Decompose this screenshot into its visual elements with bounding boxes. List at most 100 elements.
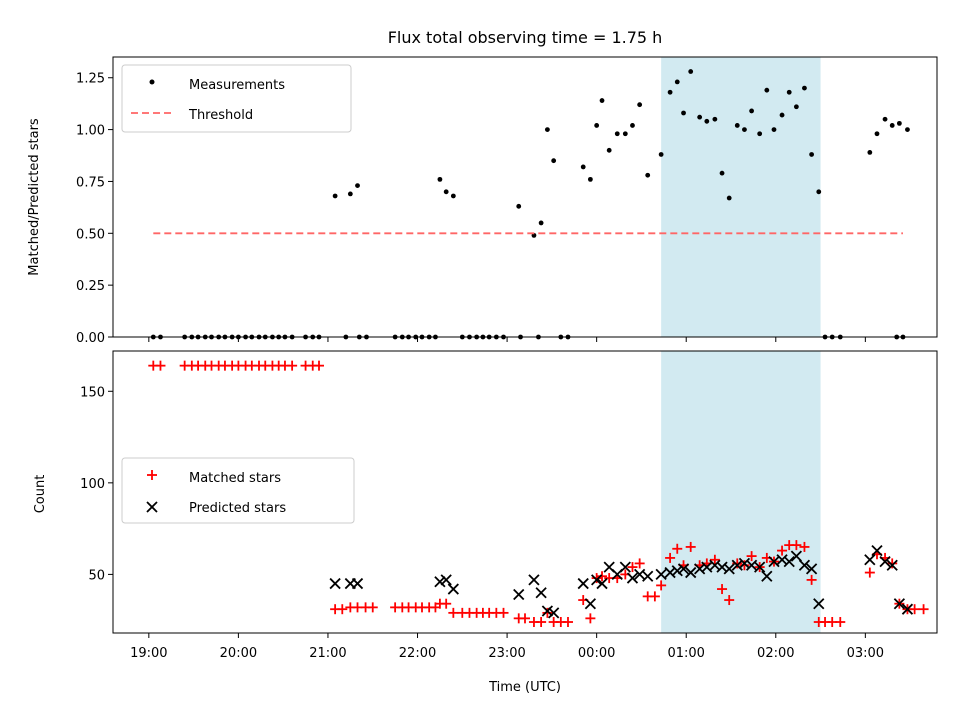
measurement-point [538, 220, 544, 226]
legend-measurements-label: Measurements [189, 78, 285, 93]
measurement-point [742, 127, 747, 132]
predicted-star-point [783, 555, 795, 568]
measurement-point [726, 195, 732, 201]
measurement-point [867, 150, 873, 155]
x-tick-label: 21:00 [309, 646, 346, 661]
predicted-star-point [513, 588, 525, 601]
predicted-star-point [584, 598, 597, 610]
measurement-point [757, 131, 763, 137]
matched-star-point [597, 571, 608, 582]
measurement-point [719, 170, 725, 176]
matched-star-point [441, 598, 452, 609]
observing-window-shade [661, 57, 821, 337]
predicted-star-point [351, 577, 364, 590]
matched-star-point [746, 551, 757, 562]
measurement-point [355, 183, 360, 188]
predicted-star-point [871, 544, 883, 557]
predicted-star-point [754, 561, 766, 573]
matched-star-point [337, 604, 348, 615]
matched-star-point [739, 560, 750, 571]
measurement-point [587, 176, 593, 182]
matched-star-point [562, 617, 573, 628]
y-tick-label: 0.25 [76, 279, 105, 294]
measurement-point [786, 89, 792, 95]
measurement-point [544, 127, 550, 132]
matched-star-point [520, 613, 530, 624]
matched-star-point [634, 558, 645, 569]
y-tick-label: 1.00 [76, 124, 105, 139]
predicted-star-point [528, 574, 540, 586]
matched-star-point [799, 541, 810, 552]
y-tick-label: 0.75 [76, 175, 105, 190]
measurement-point [551, 158, 557, 164]
predicted-star-point [694, 563, 706, 575]
measurement-point [734, 123, 740, 128]
predicted-star-point [642, 570, 654, 582]
measurement-point [347, 191, 353, 197]
x-tick-label: 22:00 [399, 646, 436, 661]
matched-star-point [314, 360, 324, 371]
matched-star-point [918, 604, 929, 615]
matched-star-point [155, 360, 166, 371]
x-tick-label: 19:00 [130, 646, 167, 661]
measurement-point [771, 127, 777, 132]
x-tick-label: 23:00 [488, 646, 525, 661]
measurement-point [614, 131, 620, 137]
top-plot-frame [112, 56, 938, 338]
measurement-point [809, 152, 815, 157]
matched-star-point [542, 607, 553, 618]
x-axis-label: Time (UTC) [488, 680, 561, 695]
matched-star-point [367, 602, 378, 613]
measurement-point [667, 89, 673, 95]
measurement-point [630, 123, 635, 128]
measurement-point [516, 203, 522, 209]
measurement-point [697, 114, 703, 120]
predicted-star-point [541, 605, 554, 617]
y-tick-label: 50 [88, 568, 105, 583]
predicted-star-point [716, 561, 728, 573]
matched-star-point [777, 545, 788, 556]
measurement-point [802, 85, 807, 91]
measurement-point [637, 102, 643, 108]
y-tick-label: 0.00 [76, 331, 105, 346]
matched-star-point [287, 360, 298, 371]
predicted-star-point [776, 554, 788, 566]
x-tick-label: 02:00 [757, 646, 794, 661]
predicted-star-point [440, 574, 452, 586]
measurement-point [658, 152, 664, 157]
measurement-point [793, 104, 799, 110]
matched-star-point [909, 604, 920, 615]
predicted-star-point [761, 570, 773, 582]
measurement-point [764, 87, 770, 93]
x-tick-label: 01:00 [667, 646, 704, 661]
matched-star-point [887, 558, 898, 569]
measurement-point [606, 147, 612, 153]
predicted-star-point [886, 559, 898, 571]
predicted-star-point [447, 583, 459, 595]
measurement-point [779, 112, 785, 118]
matched-star-point [709, 554, 720, 565]
matched-stars-series [148, 360, 929, 628]
predicted-star-point [805, 563, 818, 575]
matched-star-point [672, 543, 683, 554]
measurement-point [874, 131, 880, 137]
measurement-point [332, 193, 338, 199]
matched-star-point [835, 617, 846, 628]
predicted-star-point [677, 563, 690, 575]
predicted-star-point [901, 603, 914, 615]
matched-star-point [806, 574, 817, 585]
bottom-legend: Matched stars Predicted stars [121, 457, 355, 524]
measurement-point [645, 172, 651, 178]
predicted-star-point [671, 565, 683, 577]
measurement-point [443, 189, 449, 195]
measurement-point [882, 116, 888, 122]
measurement-point [594, 123, 600, 128]
flux-ratio-panel: 0.00 0.25 0.50 0.75 1.00 1.25 Flux total obse… [27, 28, 938, 346]
matched-star-point [724, 595, 735, 606]
predicted-stars-series [329, 544, 914, 619]
predicted-star-point [664, 566, 676, 579]
measurement-point [580, 164, 586, 170]
matched-star-point [591, 573, 602, 584]
measurement-point [681, 110, 686, 116]
